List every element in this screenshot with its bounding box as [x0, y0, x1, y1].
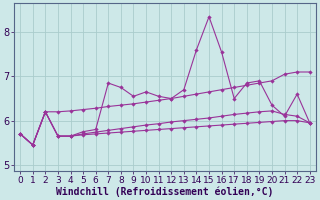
X-axis label: Windchill (Refroidissement éolien,°C): Windchill (Refroidissement éolien,°C)	[56, 186, 274, 197]
